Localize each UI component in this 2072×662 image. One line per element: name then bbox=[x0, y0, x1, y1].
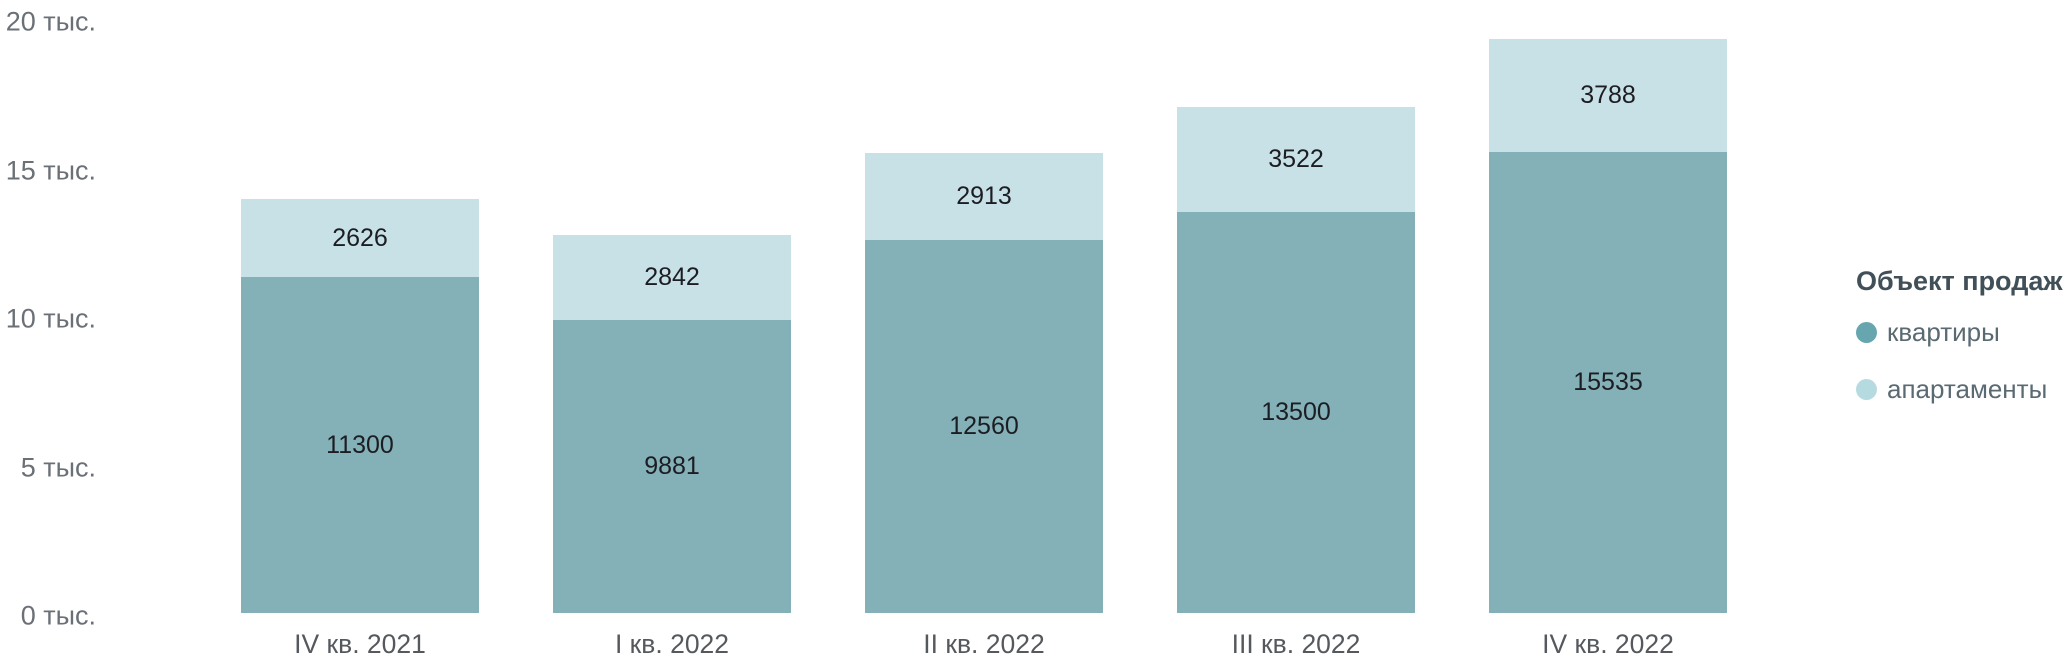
legend-item-kvartiry[interactable]: квартиры bbox=[1856, 317, 2063, 348]
bar-group: 2842 9881 bbox=[553, 235, 791, 613]
legend: Объект продаж квартиры апартаменты bbox=[1856, 266, 2063, 405]
data-label: 3522 bbox=[1268, 145, 1324, 174]
data-label: 11300 bbox=[326, 430, 394, 459]
x-axis-category-label: II кв. 2022 bbox=[923, 629, 1045, 659]
bar-group: 2913 12560 bbox=[865, 153, 1103, 613]
bar-segment-kvartiry[interactable]: 9881 bbox=[553, 319, 791, 613]
data-label: 12560 bbox=[949, 411, 1019, 440]
x-axis-category-label: IV кв. 2021 bbox=[294, 629, 426, 659]
bar-segment-apartamenty[interactable]: 2842 bbox=[553, 235, 791, 320]
bar-segment-kvartiry[interactable]: 13500 bbox=[1177, 212, 1415, 613]
bar-segment-apartamenty[interactable]: 2913 bbox=[865, 153, 1103, 240]
data-label: 13500 bbox=[1261, 398, 1331, 426]
bar-group: 3788 15535 bbox=[1489, 39, 1727, 613]
bar-segment-kvartiry[interactable]: 12560 bbox=[865, 239, 1103, 613]
bar-segment-apartamenty[interactable]: 2626 bbox=[241, 199, 479, 278]
bar-segment-kvartiry[interactable]: 11300 bbox=[241, 277, 479, 613]
legend-item-label: квартиры bbox=[1887, 317, 2000, 347]
bar-segment-kvartiry[interactable]: 15535 bbox=[1489, 151, 1727, 613]
data-label: 2626 bbox=[332, 223, 388, 252]
x-axis-category-label: IV кв. 2022 bbox=[1542, 629, 1674, 659]
x-axis-category-label: I кв. 2022 bbox=[614, 629, 730, 659]
data-label: 15535 bbox=[1573, 367, 1643, 396]
legend-dot-apartamenty-icon bbox=[1856, 379, 1877, 400]
bar-group: 2626 11300 bbox=[241, 199, 479, 613]
bar-segment-apartamenty[interactable]: 3522 bbox=[1177, 107, 1415, 213]
data-label: 2913 bbox=[956, 182, 1012, 211]
data-label: 2842 bbox=[644, 262, 700, 291]
legend-item-apartamenty[interactable]: апартаменты bbox=[1856, 374, 2063, 405]
x-axis-category-label: III кв. 2022 bbox=[1231, 629, 1361, 659]
legend-dot-kvartiry-icon bbox=[1856, 322, 1877, 343]
bar-group: 3522 13500 bbox=[1177, 107, 1415, 613]
data-label: 9881 bbox=[644, 451, 700, 480]
legend-item-label: апартаменты bbox=[1887, 374, 2048, 404]
bar-segment-apartamenty[interactable]: 3788 bbox=[1489, 39, 1727, 152]
data-label: 3788 bbox=[1580, 80, 1636, 109]
legend-title: Объект продаж bbox=[1856, 266, 2063, 296]
